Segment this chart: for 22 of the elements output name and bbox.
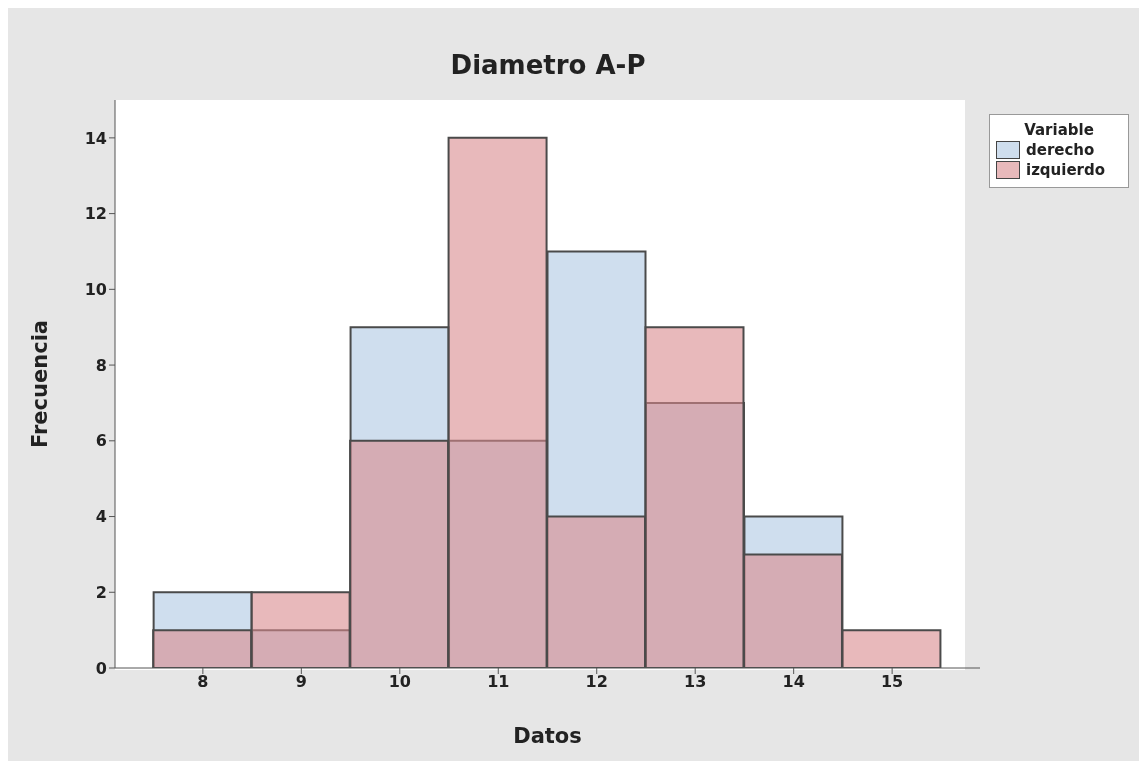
y-tick-label: 12 [84, 204, 107, 224]
legend-label: izquierdo [1026, 161, 1106, 179]
x-tick-label: 15 [881, 672, 904, 692]
x-tick-label: 13 [684, 672, 707, 692]
y-axis-title: Frecuencia [28, 319, 53, 449]
y-tick-label: 4 [95, 507, 107, 527]
y-tick-label: 6 [95, 431, 107, 451]
y-tick-label: 8 [95, 355, 107, 375]
chart-title: Diametro A-P [449, 50, 647, 80]
y-tick-label: 2 [95, 582, 107, 602]
y-tick-label: 14 [84, 128, 107, 148]
x-tick-label: 8 [197, 672, 209, 692]
y-tick-label: 0 [95, 658, 107, 678]
x-tick-label: 9 [295, 672, 307, 692]
x-tick-label: 12 [585, 672, 608, 692]
x-tick-label: 11 [487, 672, 510, 692]
y-tick-label: 10 [84, 280, 107, 300]
legend-label: derecho [1026, 141, 1095, 159]
legend-title: Variable [1023, 121, 1095, 139]
x-axis-title: Datos [513, 724, 582, 748]
x-tick-label: 14 [782, 672, 805, 692]
x-tick-label: 10 [388, 672, 411, 692]
